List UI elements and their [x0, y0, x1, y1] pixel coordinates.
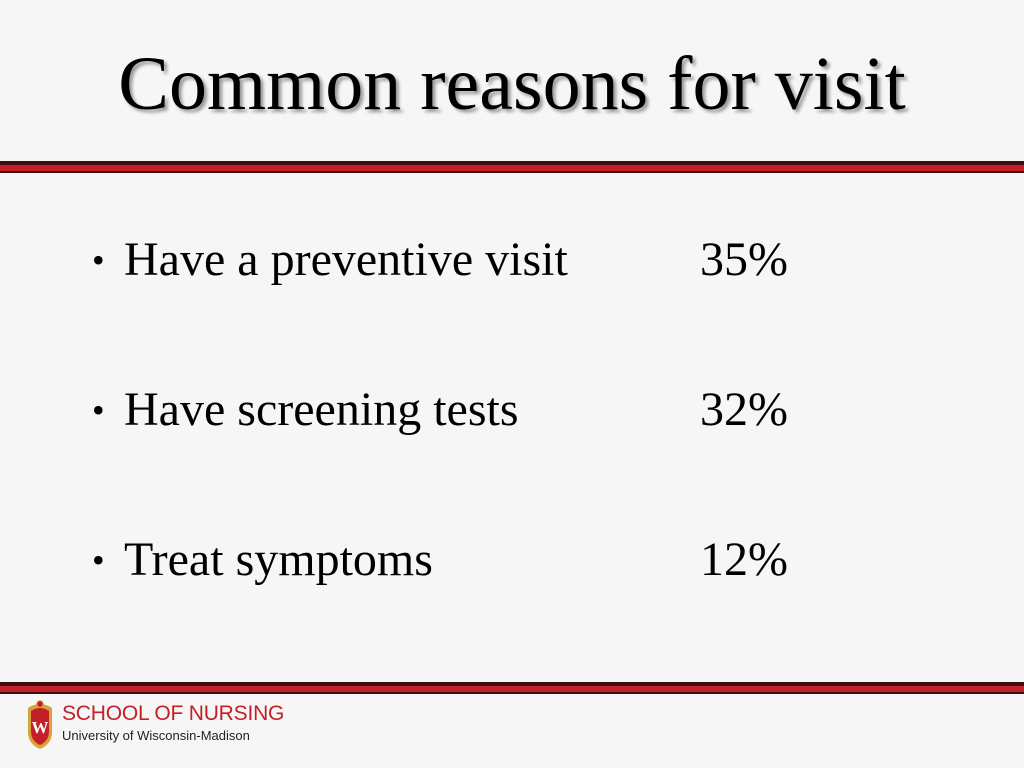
item-label: Have a preventive visit: [124, 233, 568, 286]
bullet-icon: •: [92, 390, 105, 430]
crest-letter: W: [32, 718, 49, 737]
item-percentage: 35%: [700, 233, 788, 286]
bottom-divider: [0, 682, 1024, 694]
list-item: • Have a preventive visit 35%: [92, 230, 852, 290]
list-item: • Have screening tests 32%: [92, 380, 852, 440]
bullet-icon: •: [92, 240, 105, 280]
school-name: SCHOOL OF NURSING: [62, 702, 285, 725]
top-divider: [0, 161, 1024, 173]
list-item: • Treat symptoms 12%: [92, 530, 852, 590]
item-percentage: 32%: [700, 383, 788, 436]
slide-title: Common reasons for visit: [118, 42, 906, 126]
bullet-icon: •: [92, 540, 105, 580]
item-label: Treat symptoms: [124, 533, 433, 586]
item-label: Have screening tests: [124, 383, 519, 436]
university-name: University of Wisconsin-Madison: [62, 728, 250, 743]
university-crest-icon: W: [28, 700, 52, 749]
item-percentage: 12%: [700, 533, 788, 586]
